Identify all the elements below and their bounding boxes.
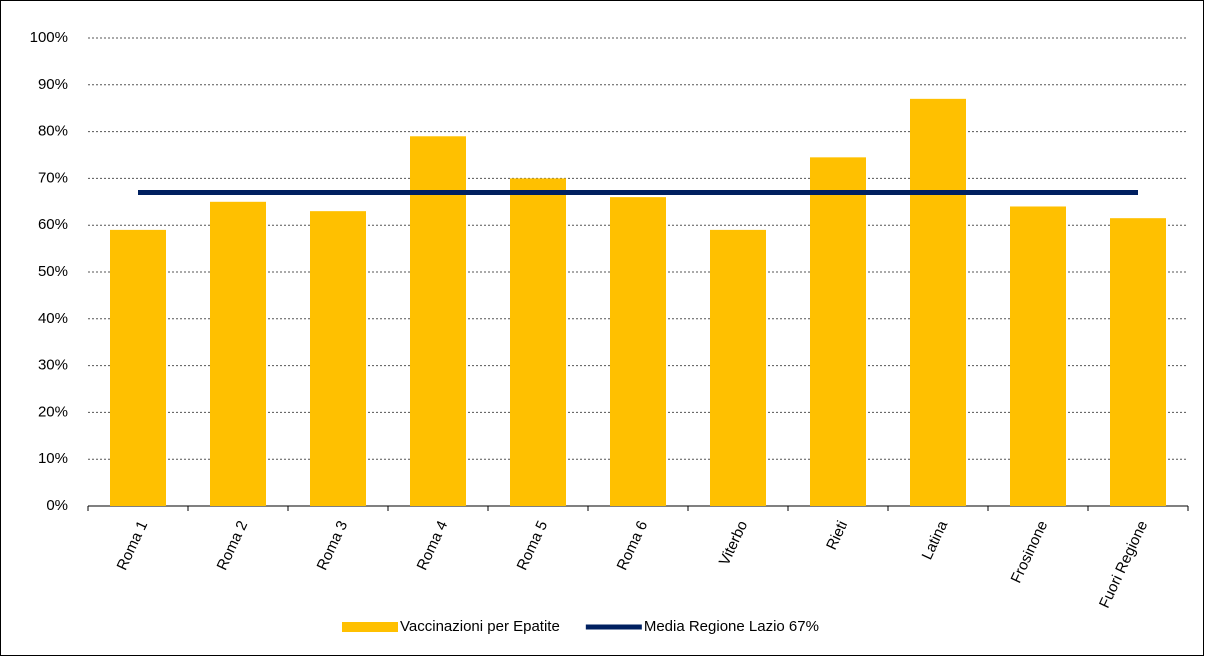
legend-label: Media Regione Lazio 67% (644, 618, 819, 635)
y-tick-label: 100% (30, 29, 68, 46)
bar (310, 211, 366, 506)
y-tick-label: 10% (38, 450, 68, 467)
bar (910, 98, 966, 506)
bar (210, 201, 266, 507)
y-tick-label: 40% (38, 310, 68, 327)
y-tick-label: 50% (38, 263, 68, 280)
bar (810, 157, 866, 506)
y-tick-label: 30% (38, 357, 68, 374)
bar (410, 136, 466, 506)
bar (110, 229, 166, 506)
y-tick-label: 0% (46, 497, 68, 514)
y-tick-label: 20% (38, 403, 68, 420)
y-tick-label: 60% (38, 216, 68, 233)
y-tick-label: 90% (38, 76, 68, 93)
legend-swatch (342, 622, 398, 632)
bar (710, 229, 766, 506)
bar (1110, 218, 1166, 506)
bar (1010, 206, 1066, 507)
legend-label: Vaccinazioni per Epatite (400, 618, 560, 635)
y-tick-label: 70% (38, 169, 68, 186)
bar (510, 178, 566, 506)
bar (610, 197, 666, 506)
y-tick-label: 80% (38, 123, 68, 140)
